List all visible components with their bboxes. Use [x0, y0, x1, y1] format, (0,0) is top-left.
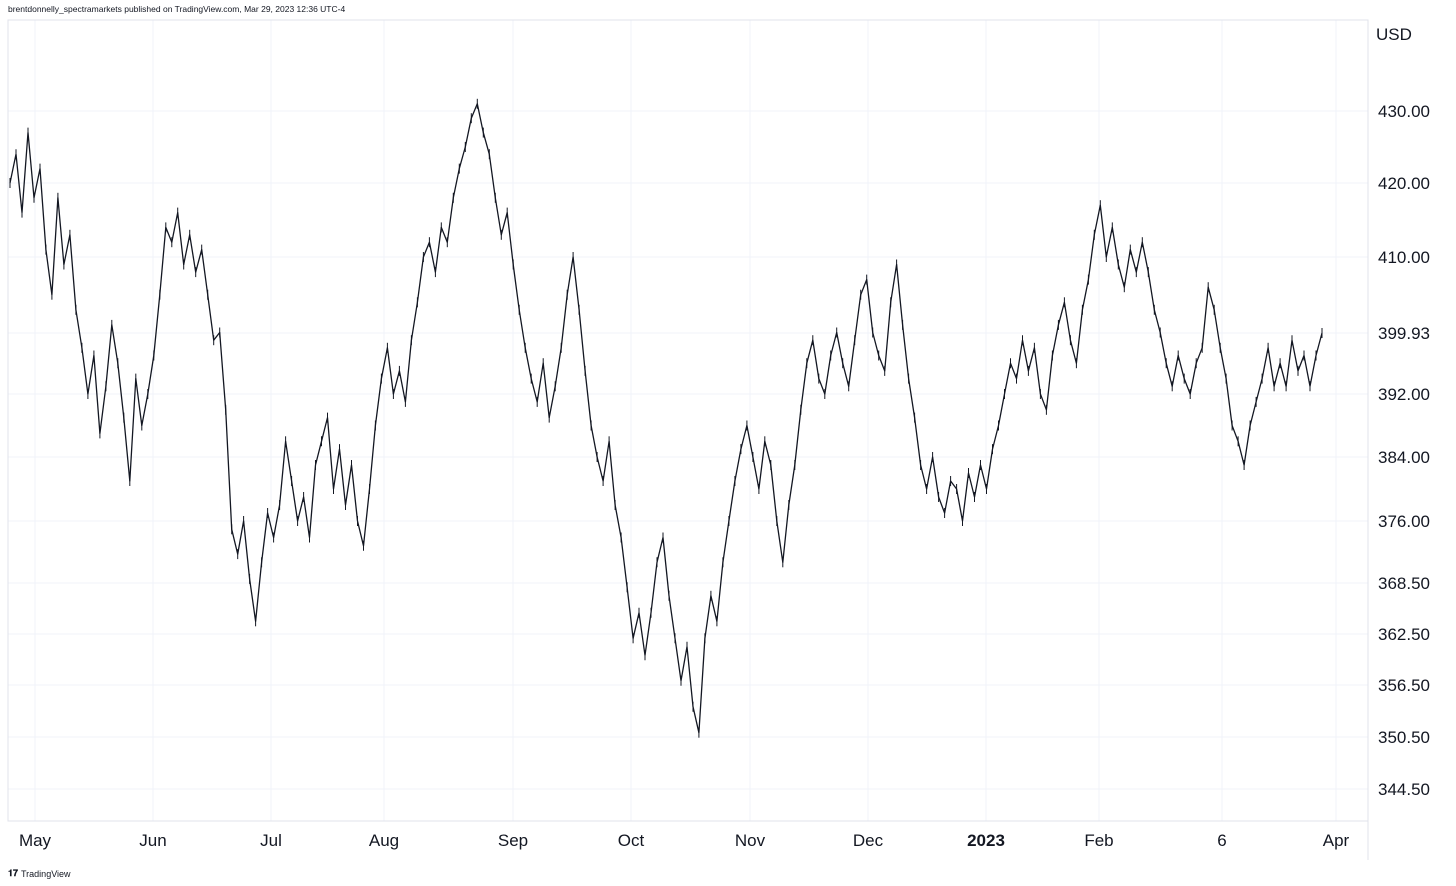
footer-brand[interactable]: 𝟏𝟕 TradingView	[8, 868, 71, 879]
x-tick-label: Sep	[498, 831, 528, 850]
y-tick-label: 362.50	[1378, 625, 1430, 644]
x-tick-label: Aug	[369, 831, 399, 850]
x-tick-label: Nov	[735, 831, 766, 850]
header-publisher-line: brentdonnelly_spectramarkets published o…	[8, 4, 346, 14]
y-tick-label: 356.50	[1378, 676, 1430, 695]
y-tick-label: 368.50	[1378, 574, 1430, 593]
currency-label: USD	[1376, 25, 1412, 44]
time-axis[interactable]: May Jun Jul Aug Sep Oct Nov Dec 2023 Feb 6 Apr	[19, 831, 1350, 850]
y-tick-label: 344.50	[1378, 780, 1430, 799]
x-tick-label: Dec	[853, 831, 884, 850]
x-tick-label: Jul	[260, 831, 282, 850]
x-tick-label: Feb	[1084, 831, 1113, 850]
x-tick-label: Oct	[618, 831, 645, 850]
y-tick-label: 399.93	[1378, 324, 1430, 343]
x-tick-label: 2023	[967, 831, 1005, 850]
x-tick-label: Apr	[1323, 831, 1350, 850]
y-tick-label: 376.00	[1378, 512, 1430, 531]
price-axis[interactable]: 430.00 420.00 410.00 399.93 392.00 384.00 376.…	[1378, 102, 1430, 799]
y-tick-label: 410.00	[1378, 248, 1430, 267]
grid-lines	[8, 20, 1368, 821]
x-tick-label: 6	[1217, 831, 1226, 850]
y-tick-label: 392.00	[1378, 385, 1430, 404]
y-tick-label: 384.00	[1378, 448, 1430, 467]
y-tick-label: 350.50	[1378, 728, 1430, 747]
y-tick-label: 420.00	[1378, 174, 1430, 193]
plot-frame	[7, 19, 1369, 822]
y-tick-label: 430.00	[1378, 102, 1430, 121]
x-tick-label: Jun	[139, 831, 166, 850]
footer-brand-label: TradingView	[21, 868, 71, 879]
x-tick-label: May	[19, 831, 52, 850]
price-series	[9, 98, 1323, 738]
price-line	[9, 103, 1323, 734]
tradingview-logo-icon: 𝟏𝟕	[8, 868, 19, 878]
